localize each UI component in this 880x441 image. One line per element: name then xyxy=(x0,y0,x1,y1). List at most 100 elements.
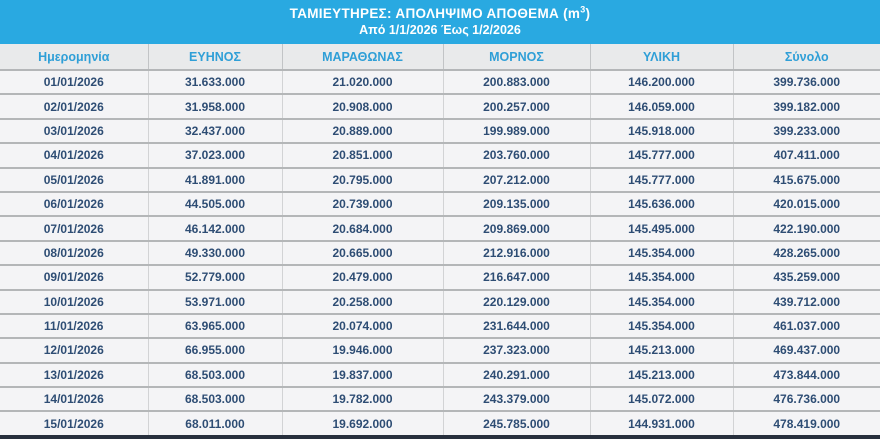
value-cell: 19.946.000 xyxy=(282,338,444,364)
value-cell: 476.736.000 xyxy=(733,387,880,413)
value-cell: 145.354.000 xyxy=(590,240,734,267)
value-cell: 461.037.000 xyxy=(733,313,880,340)
reservoir-table: Ημερομηνία ΕΥΗΝΟΣ ΜΑΡΑΘΩΝΑΣ ΜΟΡΝΟΣ ΥΛΙΚΗ Σύνο… xyxy=(0,44,880,435)
title-superscript: 3 xyxy=(580,4,586,15)
value-cell: 399.736.000 xyxy=(733,70,880,96)
date-cell: 15/01/2026 xyxy=(0,411,149,435)
value-cell: 53.971.000 xyxy=(148,289,283,315)
value-cell: 209.135.000 xyxy=(443,191,591,218)
table-row: 02/01/2026 31.958.000 20.908.000 200.257.00… xyxy=(0,94,880,120)
value-cell: 19.837.000 xyxy=(282,362,444,389)
value-cell: 20.795.000 xyxy=(282,167,444,193)
value-cell: 20.908.000 xyxy=(282,94,444,120)
date-cell: 03/01/2026 xyxy=(0,118,149,145)
value-cell: 220.129.000 xyxy=(443,289,591,315)
value-cell: 41.891.000 xyxy=(148,167,283,193)
date-cell: 05/01/2026 xyxy=(0,167,149,193)
value-cell: 20.074.000 xyxy=(282,313,444,340)
value-cell: 231.644.000 xyxy=(443,313,591,340)
bottom-divider xyxy=(0,434,880,439)
value-cell: 20.479.000 xyxy=(282,265,444,291)
date-cell: 06/01/2026 xyxy=(0,191,149,218)
table-title: ΤΑΜΙΕΥΤΗΡΕΣ: ΑΠΟΛΗΨΙΜΟ ΑΠΟΘΕΜΑ (m3) xyxy=(290,4,591,22)
value-cell: 68.503.000 xyxy=(148,387,283,413)
value-cell: 63.965.000 xyxy=(148,313,283,340)
value-cell: 145.495.000 xyxy=(590,216,734,242)
value-cell: 20.665.000 xyxy=(282,240,444,267)
value-cell: 20.258.000 xyxy=(282,289,444,315)
date-cell: 10/01/2026 xyxy=(0,289,149,315)
table-date-range: Από 1/1/2026 Έως 1/2/2026 xyxy=(359,23,521,37)
table-row: 07/01/2026 46.142.000 20.684.000 209.869.00… xyxy=(0,216,880,242)
value-cell: 216.647.000 xyxy=(443,265,591,291)
value-cell: 68.011.000 xyxy=(148,411,283,435)
date-cell: 02/01/2026 xyxy=(0,94,149,120)
value-cell: 145.354.000 xyxy=(590,313,734,340)
value-cell: 44.505.000 xyxy=(148,191,283,218)
table-row: 14/01/2026 68.503.000 19.782.000 243.379.00… xyxy=(0,387,880,413)
value-cell: 32.437.000 xyxy=(148,118,283,145)
value-cell: 19.782.000 xyxy=(282,387,444,413)
value-cell: 46.142.000 xyxy=(148,216,283,242)
date-cell: 11/01/2026 xyxy=(0,313,149,340)
date-cell: 12/01/2026 xyxy=(0,338,149,364)
value-cell: 146.059.000 xyxy=(590,94,734,120)
value-cell: 20.889.000 xyxy=(282,118,444,145)
date-cell: 07/01/2026 xyxy=(0,216,149,242)
date-cell: 01/01/2026 xyxy=(0,70,149,96)
date-cell: 09/01/2026 xyxy=(0,265,149,291)
value-cell: 245.785.000 xyxy=(443,411,591,435)
date-cell: 14/01/2026 xyxy=(0,387,149,413)
value-cell: 207.212.000 xyxy=(443,167,591,193)
value-cell: 20.739.000 xyxy=(282,191,444,218)
value-cell: 240.291.000 xyxy=(443,362,591,389)
value-cell: 478.419.000 xyxy=(733,411,880,435)
value-cell: 20.684.000 xyxy=(282,216,444,242)
table-row: 15/01/2026 68.011.000 19.692.000 245.785.00… xyxy=(0,411,880,435)
value-cell: 422.190.000 xyxy=(733,216,880,242)
value-cell: 68.503.000 xyxy=(148,362,283,389)
column-header-3: ΜΟΡΝΟΣ xyxy=(443,44,591,71)
table-row: 06/01/2026 44.505.000 20.739.000 209.135.00… xyxy=(0,191,880,218)
value-cell: 428.265.000 xyxy=(733,240,880,267)
value-cell: 200.257.000 xyxy=(443,94,591,120)
value-cell: 439.712.000 xyxy=(733,289,880,315)
value-cell: 145.354.000 xyxy=(590,265,734,291)
value-cell: 66.955.000 xyxy=(148,338,283,364)
table-row: 10/01/2026 53.971.000 20.258.000 220.129.00… xyxy=(0,289,880,315)
value-cell: 145.354.000 xyxy=(590,289,734,315)
value-cell: 146.200.000 xyxy=(590,70,734,96)
value-cell: 399.233.000 xyxy=(733,118,880,145)
value-cell: 21.020.000 xyxy=(282,70,444,96)
value-cell: 212.916.000 xyxy=(443,240,591,267)
value-cell: 49.330.000 xyxy=(148,240,283,267)
table-header-row: Ημερομηνία ΕΥΗΝΟΣ ΜΑΡΑΘΩΝΑΣ ΜΟΡΝΟΣ ΥΛΙΚΗ Σύνο… xyxy=(0,44,880,71)
value-cell: 52.779.000 xyxy=(148,265,283,291)
table-body: 01/01/2026 31.633.000 21.020.000 200.883.00… xyxy=(0,70,880,435)
value-cell: 37.023.000 xyxy=(148,143,283,169)
table-row: 13/01/2026 68.503.000 19.837.000 240.291.00… xyxy=(0,362,880,389)
table-row: 09/01/2026 52.779.000 20.479.000 216.647.00… xyxy=(0,265,880,291)
value-cell: 407.411.000 xyxy=(733,143,880,169)
date-cell: 13/01/2026 xyxy=(0,362,149,389)
value-cell: 145.072.000 xyxy=(590,387,734,413)
value-cell: 20.851.000 xyxy=(282,143,444,169)
value-cell: 31.633.000 xyxy=(148,70,283,96)
title-suffix: ) xyxy=(585,6,591,21)
value-cell: 31.958.000 xyxy=(148,94,283,120)
value-cell: 420.015.000 xyxy=(733,191,880,218)
column-header-2: ΜΑΡΑΘΩΝΑΣ xyxy=(282,44,444,71)
table-row: 03/01/2026 32.437.000 20.889.000 199.989.00… xyxy=(0,118,880,145)
value-cell: 209.869.000 xyxy=(443,216,591,242)
column-header-5: Σύνολο xyxy=(733,44,880,71)
column-header-4: ΥΛΙΚΗ xyxy=(590,44,734,71)
column-header-1: ΕΥΗΝΟΣ xyxy=(148,44,283,71)
date-cell: 08/01/2026 xyxy=(0,240,149,267)
value-cell: 199.989.000 xyxy=(443,118,591,145)
value-cell: 144.931.000 xyxy=(590,411,734,435)
table-row: 08/01/2026 49.330.000 20.665.000 212.916.00… xyxy=(0,240,880,267)
value-cell: 145.636.000 xyxy=(590,191,734,218)
value-cell: 200.883.000 xyxy=(443,70,591,96)
table-row: 12/01/2026 66.955.000 19.946.000 237.323.00… xyxy=(0,338,880,364)
value-cell: 145.213.000 xyxy=(590,338,734,364)
